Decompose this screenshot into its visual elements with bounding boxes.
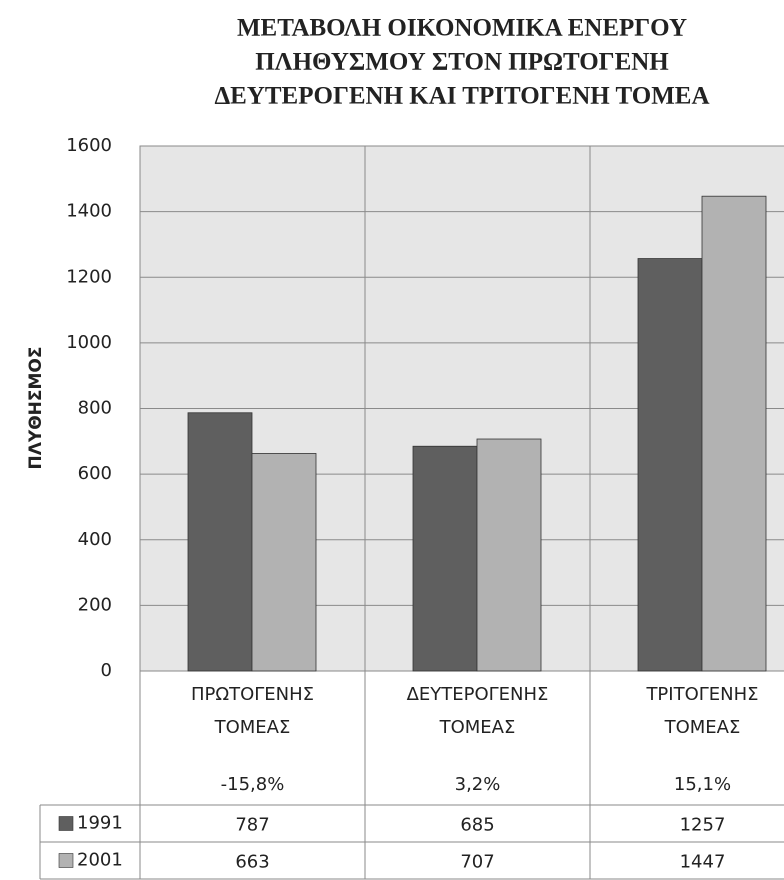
y-tick-label: 1000 bbox=[66, 332, 112, 353]
legend-label: 1991 bbox=[77, 813, 123, 834]
table-value: 787 bbox=[235, 815, 269, 836]
y-axis-title: ΠΛΥΘΗΣΜΟΣ bbox=[26, 347, 46, 470]
change-label: -15,8% bbox=[221, 774, 285, 795]
legend-label: 2001 bbox=[77, 850, 123, 871]
bar bbox=[701, 195, 767, 672]
bar bbox=[637, 258, 703, 672]
chart-title: ΜΕΤΑΒΟΛΗ ΟΙΚΟΝΟΜΙΚΑ ΕΝΕΡΓΟΥ bbox=[237, 15, 687, 42]
y-tick-label: 800 bbox=[78, 398, 112, 419]
chart-title: ΠΛΗΘΥΣΜΟΥ ΣΤΟΝ ΠΡΩΤΟΓΕΝΗ bbox=[255, 49, 669, 76]
chart-title: ΔΕΥΤΕΡΟΓΕΝΗ ΚΑΙ ΤΡΙΤΟΓΕΝΗ ΤΟΜΕΑ bbox=[214, 83, 709, 110]
table-value: 1447 bbox=[680, 852, 726, 873]
y-tick-label: 1400 bbox=[66, 201, 112, 222]
table-value: 663 bbox=[235, 852, 269, 873]
legend-swatch bbox=[58, 853, 74, 868]
change-label: 15,1% bbox=[674, 774, 731, 795]
y-tick-label: 400 bbox=[78, 529, 112, 550]
y-tick-label: 1600 bbox=[66, 135, 112, 156]
x-tick-label: ΤΡΙΤΟΓΕΝΗΣ ΤΟΜΕΑΣ bbox=[645, 684, 758, 738]
y-tick-label: 200 bbox=[78, 594, 112, 615]
legend-swatch bbox=[58, 816, 74, 831]
change-label: 3,2% bbox=[455, 774, 501, 795]
bar bbox=[412, 445, 478, 672]
bar bbox=[251, 453, 317, 672]
y-tick-label: 1200 bbox=[66, 266, 112, 287]
bar bbox=[476, 438, 542, 672]
y-tick-label: 600 bbox=[78, 463, 112, 484]
table-value: 685 bbox=[460, 815, 494, 836]
bar bbox=[187, 412, 253, 672]
x-tick-label: ΠΡΩΤΟΓΕΝΗΣ ΤΟΜΕΑΣ bbox=[191, 684, 314, 738]
table-value: 1257 bbox=[680, 815, 726, 836]
table-value: 707 bbox=[460, 852, 494, 873]
y-tick-label: 0 bbox=[101, 660, 112, 681]
x-tick-label: ΔΕΥΤΕΡΟΓΕΝΗΣ ΤΟΜΕΑΣ bbox=[407, 684, 549, 738]
